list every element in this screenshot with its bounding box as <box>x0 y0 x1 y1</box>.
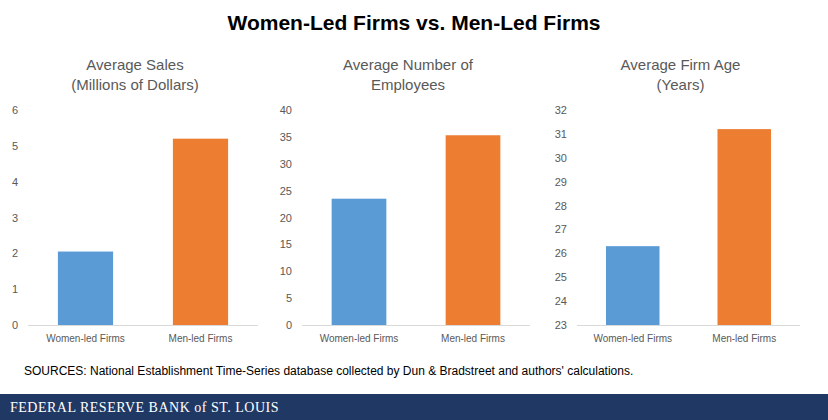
tick-label: 4 <box>12 176 18 188</box>
chart-title-line: Average Firm Age <box>621 56 741 73</box>
tick-mark <box>299 163 302 164</box>
bar <box>446 135 501 325</box>
chart-title-line: Average Sales <box>86 56 183 73</box>
tick-mark <box>299 325 302 326</box>
bar <box>58 252 113 325</box>
chart-title-line: (Millions of Dollars) <box>71 76 199 93</box>
tick-label: 25 <box>280 185 292 197</box>
tick-label: 30 <box>555 152 567 164</box>
tick-mark <box>574 277 577 278</box>
tick-label: 0 <box>286 319 292 331</box>
tick-label: 29 <box>555 176 567 188</box>
tick-mark <box>25 253 28 254</box>
bar <box>173 139 228 325</box>
bar <box>717 129 771 325</box>
tick-mark <box>25 217 28 218</box>
tick-mark <box>574 253 577 254</box>
tick-mark <box>574 325 577 326</box>
background <box>0 0 828 420</box>
category-label: Women-led Firms <box>46 333 125 344</box>
tick-mark <box>299 298 302 299</box>
tick-mark <box>299 217 302 218</box>
bar <box>606 246 660 325</box>
tick-mark <box>25 145 28 146</box>
bar <box>332 199 387 325</box>
tick-mark <box>574 229 577 230</box>
tick-mark <box>25 325 28 326</box>
bars <box>58 139 228 325</box>
tick-mark <box>299 244 302 245</box>
tick-label: 27 <box>555 223 567 235</box>
panel: Average Sales (Millions of Dollars) 0 1 2 3 4 5… <box>12 56 258 344</box>
tick-mark <box>574 181 577 182</box>
tick-label: 40 <box>280 104 292 116</box>
bars <box>332 135 501 325</box>
category-label: Men-led Firms <box>441 333 505 344</box>
tick-label: 20 <box>280 212 292 224</box>
tick-mark <box>25 289 28 290</box>
tick-label: 23 <box>555 319 567 331</box>
footer-text: FEDERAL RESERVE BANK of ST. LOUIS <box>10 400 279 415</box>
main-title: Women-Led Firms vs. Men-Led Firms <box>227 11 600 34</box>
source-note: SOURCES: National Establishment Time-Ser… <box>24 364 633 378</box>
tick-label: 5 <box>286 292 292 304</box>
tick-mark <box>25 110 28 111</box>
panel: Average Number of Employees 0 5 10 15 20 25 30 35… <box>280 56 530 344</box>
tick-mark <box>299 271 302 272</box>
chart-title-line: (Years) <box>657 76 705 93</box>
chart-title-line: Employees <box>371 76 445 93</box>
panel: Average Firm Age (Years) 23 24 25 26 27 28 29 30 3… <box>555 56 800 344</box>
tick-mark <box>299 136 302 137</box>
x-axis-line <box>302 325 530 326</box>
chart-title: Average Sales (Millions of Dollars) <box>71 56 199 93</box>
bars <box>606 129 771 325</box>
tick-label: 25 <box>555 271 567 283</box>
tick-label: 32 <box>555 104 567 116</box>
chart-title: Average Number of Employees <box>343 56 474 93</box>
chart-title: Average Firm Age (Years) <box>621 56 741 93</box>
x-axis-line <box>28 325 258 326</box>
tick-label: 31 <box>555 128 567 140</box>
tick-mark <box>574 205 577 206</box>
category-label: Women-led Firms <box>593 333 672 344</box>
tick-mark <box>25 181 28 182</box>
tick-label: 1 <box>12 283 18 295</box>
tick-mark <box>299 190 302 191</box>
x-axis-line <box>577 325 800 326</box>
category-label: Women-led Firms <box>320 333 399 344</box>
tick-label: 10 <box>280 265 292 277</box>
tick-label: 28 <box>555 200 567 212</box>
tick-label: 35 <box>280 131 292 143</box>
tick-label: 6 <box>12 104 18 116</box>
tick-label: 3 <box>12 212 18 224</box>
tick-mark <box>574 110 577 111</box>
tick-label: 0 <box>12 319 18 331</box>
tick-label: 5 <box>12 140 18 152</box>
tick-label: 2 <box>12 247 18 259</box>
tick-mark <box>299 110 302 111</box>
tick-label: 30 <box>280 158 292 170</box>
footer-bar <box>0 394 828 420</box>
chart-title-line: Average Number of <box>343 56 474 73</box>
tick-mark <box>574 301 577 302</box>
category-label: Men-led Firms <box>169 333 233 344</box>
category-label: Men-led Firms <box>712 333 776 344</box>
tick-label: 24 <box>555 295 567 307</box>
tick-mark <box>574 157 577 158</box>
tick-mark <box>574 133 577 134</box>
tick-label: 15 <box>280 238 292 250</box>
tick-label: 26 <box>555 247 567 259</box>
